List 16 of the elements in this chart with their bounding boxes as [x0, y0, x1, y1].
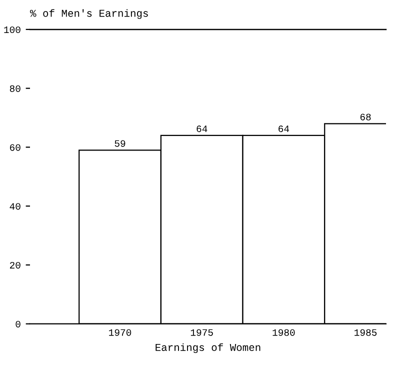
x-tick-label: 1980 [272, 329, 295, 336]
y-tick-label: 20 [10, 262, 20, 269]
data-label: 64 [278, 126, 290, 132]
x-tick-label: 1970 [109, 329, 132, 336]
y-tick-label: 40 [10, 203, 20, 210]
x-axis-title: Earnings of Women [156, 343, 260, 354]
x-tick-label: 1975 [190, 329, 213, 336]
x-tick-label: 1985 [354, 329, 377, 336]
y-tick-label: 60 [10, 144, 20, 151]
y-tick-label: 80 [10, 85, 20, 92]
data-label: 68 [360, 114, 371, 120]
y-tick-label: 0 [16, 320, 20, 328]
data-label: 59 [114, 140, 126, 147]
chart-title: % of Men's Earnings [30, 9, 148, 19]
data-label: 64 [196, 126, 208, 132]
y-tick-label: 100 [4, 26, 20, 34]
